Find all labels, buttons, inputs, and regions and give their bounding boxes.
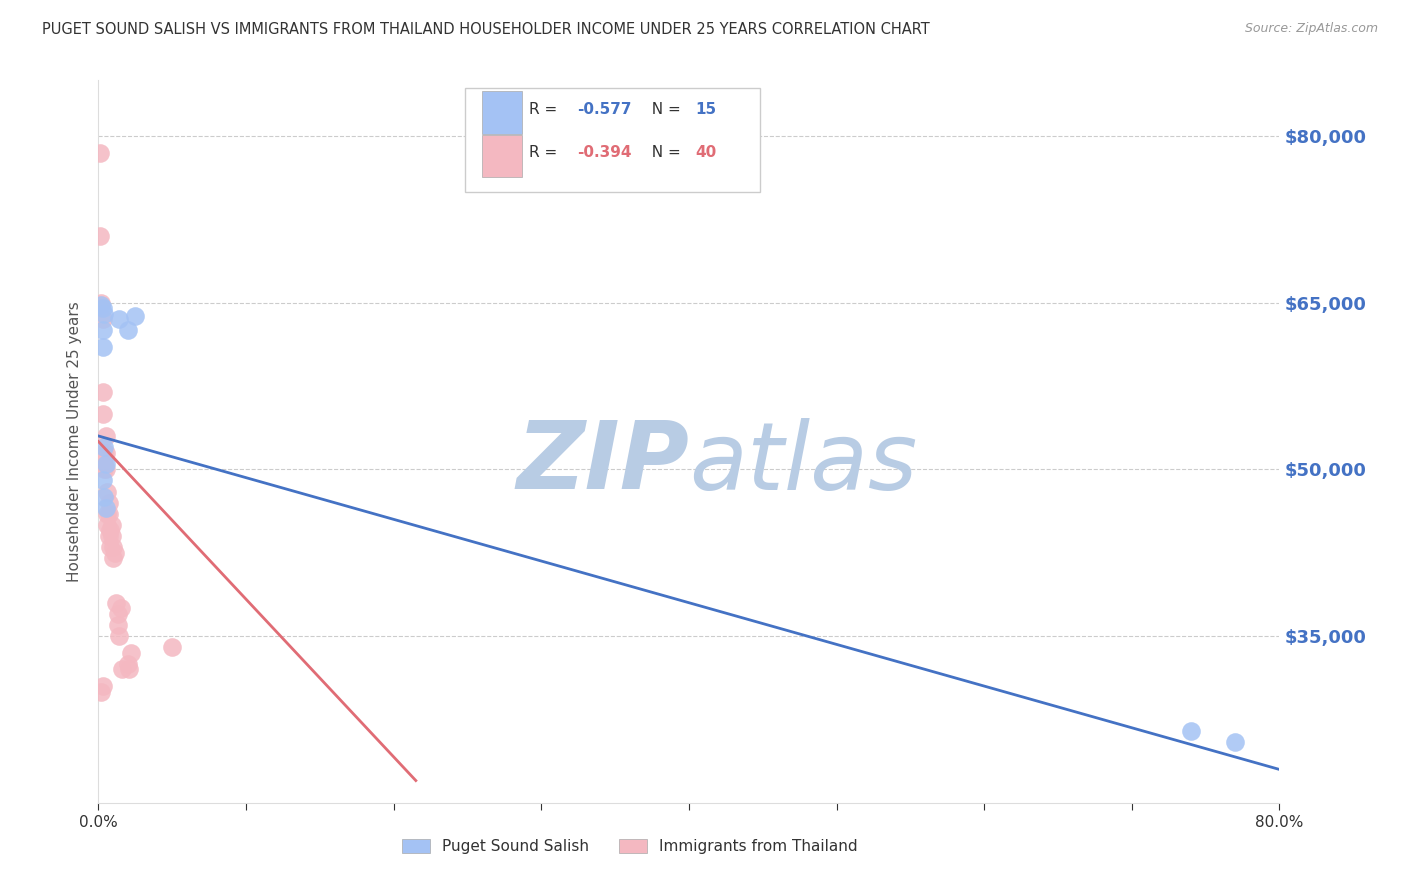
Point xyxy=(90,295,112,310)
Text: R =: R = xyxy=(530,102,562,117)
Point xyxy=(93,445,115,459)
Point xyxy=(104,546,127,560)
Point xyxy=(90,684,112,698)
Point xyxy=(117,323,139,337)
Point xyxy=(91,340,114,354)
Point xyxy=(97,496,120,510)
Point xyxy=(96,507,118,521)
Point xyxy=(98,540,121,554)
Point xyxy=(91,384,114,399)
Point xyxy=(1180,723,1202,738)
Point xyxy=(94,501,117,516)
Text: 40: 40 xyxy=(695,145,716,160)
Point xyxy=(90,301,112,315)
Text: PUGET SOUND SALISH VS IMMIGRANTS FROM THAILAND HOUSEHOLDER INCOME UNDER 25 YEARS: PUGET SOUND SALISH VS IMMIGRANTS FROM TH… xyxy=(42,22,929,37)
Point xyxy=(96,484,118,499)
Point xyxy=(107,607,129,621)
Point xyxy=(89,228,111,243)
Point xyxy=(162,640,183,655)
Text: N =: N = xyxy=(641,145,685,160)
Point xyxy=(108,629,131,643)
Point xyxy=(103,540,125,554)
Y-axis label: Householder Income Under 25 years: Householder Income Under 25 years xyxy=(67,301,83,582)
Point xyxy=(105,596,128,610)
Point xyxy=(94,462,117,476)
Point xyxy=(94,457,117,471)
Point xyxy=(91,323,114,337)
Point xyxy=(100,529,122,543)
Text: atlas: atlas xyxy=(689,417,917,508)
Point xyxy=(91,679,114,693)
Point xyxy=(91,312,114,326)
Point xyxy=(110,601,132,615)
Point xyxy=(93,462,115,476)
Text: N =: N = xyxy=(641,102,685,117)
Point xyxy=(93,440,115,454)
Point xyxy=(91,474,114,488)
Point xyxy=(91,407,114,421)
Legend: Puget Sound Salish, Immigrants from Thailand: Puget Sound Salish, Immigrants from Thai… xyxy=(396,833,863,860)
Point xyxy=(93,490,115,504)
Point xyxy=(100,517,122,532)
FancyBboxPatch shape xyxy=(482,92,523,134)
Text: Source: ZipAtlas.com: Source: ZipAtlas.com xyxy=(1244,22,1378,36)
Point xyxy=(89,145,111,160)
FancyBboxPatch shape xyxy=(464,87,759,193)
Text: 15: 15 xyxy=(695,102,716,117)
Point xyxy=(91,451,114,466)
Point xyxy=(93,307,115,321)
Point xyxy=(94,445,117,459)
FancyBboxPatch shape xyxy=(482,135,523,178)
Text: R =: R = xyxy=(530,145,562,160)
Point xyxy=(97,507,120,521)
Point xyxy=(93,451,115,466)
Text: ZIP: ZIP xyxy=(516,417,689,509)
Point xyxy=(91,301,114,315)
Point xyxy=(117,657,139,671)
Point xyxy=(107,618,129,632)
Point xyxy=(111,662,134,676)
Point xyxy=(94,429,117,443)
Point xyxy=(103,551,125,566)
Point xyxy=(120,646,142,660)
Point xyxy=(124,309,146,323)
Point xyxy=(90,298,112,312)
Point xyxy=(1225,734,1247,748)
Point xyxy=(93,457,115,471)
Point xyxy=(96,517,118,532)
Point xyxy=(97,529,120,543)
Text: -0.577: -0.577 xyxy=(576,102,631,117)
Text: -0.394: -0.394 xyxy=(576,145,631,160)
Point xyxy=(118,662,141,676)
Point xyxy=(98,524,121,538)
Point xyxy=(108,312,131,326)
